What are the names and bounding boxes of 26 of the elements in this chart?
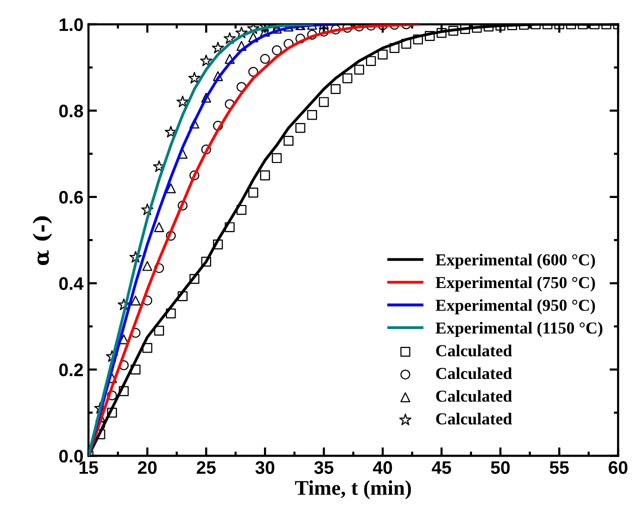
x-tick-label: 25 — [196, 461, 216, 474]
y-tick-label: 0.2 — [59, 363, 83, 376]
x-tick-label: 40 — [372, 461, 392, 474]
x-tick-label: 15 — [80, 461, 98, 474]
y-tick-label: 0.0 — [59, 450, 83, 463]
y-tick-label: 0.8 — [59, 104, 84, 118]
y-tick-label: 0.6 — [59, 190, 83, 204]
legend-label: Calculated — [436, 390, 512, 402]
legend-label: Calculated — [436, 367, 512, 380]
x-axis-title: Time, t (min) — [295, 480, 411, 500]
legend-label: Experimental (750 °C) — [436, 276, 595, 292]
y-tick-label: 0.4 — [59, 277, 84, 290]
legend-label: Calculated — [436, 344, 512, 356]
y-tick-label: 1.0 — [60, 18, 83, 32]
legend-label: Experimental (600 °C) — [436, 254, 595, 269]
x-tick-label: 20 — [138, 461, 157, 474]
x-tick-label: 60 — [608, 461, 628, 474]
legend-label: Calculated — [436, 412, 512, 425]
legend-label: Experimental (950 °C) — [436, 299, 595, 314]
x-tick-label: 45 — [432, 461, 452, 474]
x-tick-label: 35 — [314, 461, 334, 474]
legend-label: Experimental (1150 °C) — [436, 322, 602, 338]
x-tick-label: 50 — [490, 461, 510, 474]
x-tick-label: 30 — [255, 461, 274, 474]
y-axis-title: α (-) — [32, 216, 52, 266]
x-tick-label: 55 — [550, 461, 569, 474]
